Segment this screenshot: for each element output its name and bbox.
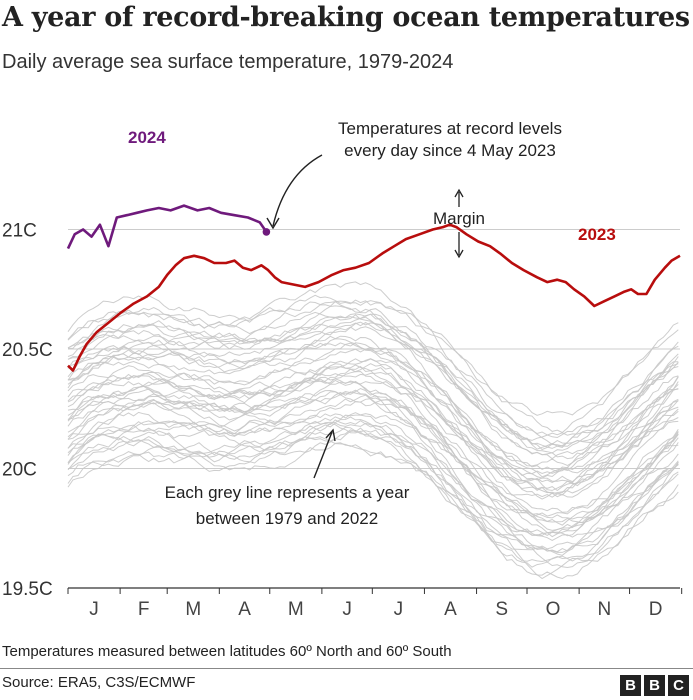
annotation-record-levels-line: Temperatures at record levels [338,119,562,138]
past-year-line [67,387,679,518]
past-year-line [67,315,679,441]
past-year-line [67,313,679,451]
past-year-line [67,301,679,439]
logo-letter-b1: B [620,675,641,696]
x-tick-label: J [342,599,352,620]
past-years-lines [67,281,679,580]
series-line-2024 [66,204,268,250]
past-year-line [67,294,679,434]
past-year-line [67,281,679,416]
x-tick-label: N [597,599,611,620]
past-year-line [67,313,679,460]
past-year-line [67,320,679,454]
source-credit: Source: ERA5, C3S/ECMWF [2,674,196,691]
x-tick-label: F [138,599,150,620]
series-end-marker-2024 [262,228,271,236]
past-year-line [67,346,679,478]
x-tick-label: M [185,599,201,620]
x-tick-label: M [288,599,304,620]
past-year-line [67,358,679,495]
annotation-grey-lines-line: between 1979 and 2022 [196,509,378,528]
past-year-line [67,381,679,520]
past-year-line [67,419,679,537]
x-tick-label: J [89,599,99,620]
past-year-line [67,394,679,541]
annotation-margin: Margin [433,209,485,228]
past-year-line [67,338,679,477]
annotation-arrowhead-grey [325,428,336,442]
past-year-line [67,422,679,553]
past-year-line [67,378,679,526]
logo-letter-c: C [668,675,689,696]
past-year-line [67,376,679,531]
y-tick-label: 20.5C [2,340,53,361]
past-year-line [67,389,679,513]
margin-arrowhead-down [454,249,464,259]
bbc-logo: B B C [620,675,689,696]
y-tick-label: 21C [2,221,37,242]
highlight-series [66,204,681,372]
annotation-grey-lines-line: Each grey line represents a year [165,483,410,502]
series-line-2023 [67,223,681,372]
x-tick-label: D [649,599,663,620]
x-tick-label: A [238,599,251,620]
chart-title: A year of record-breaking ocean temperat… [2,2,690,33]
past-year-line [67,368,679,500]
past-year-line [67,342,679,467]
footnote: Temperatures measured between latitudes … [2,643,452,660]
x-tick-label: J [394,599,404,620]
annotation-arrow-grey [313,431,333,479]
logo-letter-b2: B [644,675,665,696]
past-year-line [67,391,679,556]
series-label-2024: 2024 [128,128,166,147]
annotation-arrow-record [272,154,323,227]
axes: 19.5C 20C 20.5C 21C J F M A M J J A S O N D [2,221,683,620]
annotation-record-levels-line: every day since 4 May 2023 [344,141,556,160]
past-year-line [67,422,679,569]
x-tick-label: O [546,599,561,620]
past-year-line [67,305,679,450]
past-year-line [67,426,679,580]
y-tick-label: 19.5C [2,579,53,600]
past-year-line [67,388,679,536]
margin-arrowhead-up [454,188,464,198]
annotation-arrowhead-record [266,217,280,230]
x-tick-label: S [495,599,508,620]
footer-divider [0,668,693,669]
past-year-line [67,342,679,481]
annotations: 2024 2023 Temperatures at record levels eve… [128,119,616,528]
chart-canvas: 19.5C 20C 20.5C 21C J F M A M J J A S O N D 2024 2023 Tem… [2,119,683,620]
past-year-line [67,424,679,568]
chart-subtitle: Daily average sea surface temperature, 1… [2,51,454,73]
series-label-2023: 2023 [578,225,616,244]
x-tick-label: A [444,599,457,620]
y-tick-label: 20C [2,460,37,481]
